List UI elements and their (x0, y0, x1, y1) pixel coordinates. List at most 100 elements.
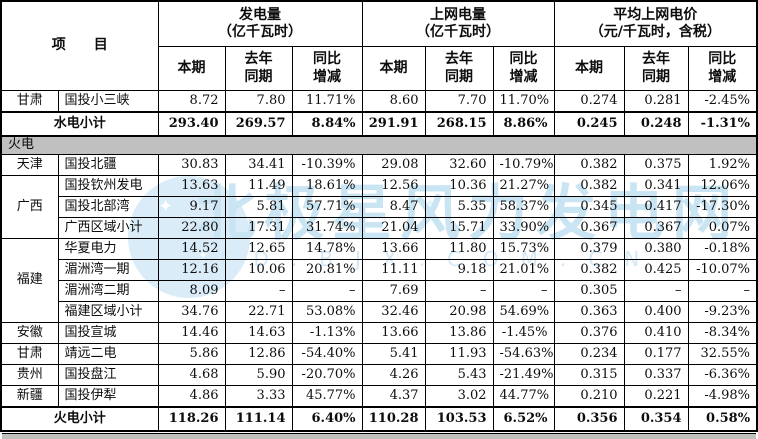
value-cell: 14.46 (157, 322, 226, 344)
value-cell: 8.09 (157, 280, 226, 302)
value-cell: -6.36% (687, 364, 758, 386)
subcol-yoy: 同比 增减 (291, 46, 363, 91)
value-cell: 0.345 (553, 196, 625, 218)
table-row: 广西区域小计 22.80 17.31 31.74% 21.04 15.71 33.90% 0.… (1, 217, 758, 239)
value-cell: 0.315 (553, 364, 625, 386)
company-cell: 湄洲湾二期 (57, 280, 159, 302)
value-cell: 7.69 (361, 280, 426, 302)
table-row: 水电小计 293.40 269.57 8.84% 291.91 268.15 8.86% 0.… (0, 111, 758, 137)
region-cell: 甘肃 (0, 90, 59, 113)
value-cell: 5.41 (361, 343, 426, 365)
value-cell: 12.16 (157, 259, 226, 281)
value-cell: 103.53 (424, 406, 494, 432)
value-cell: 5.90 (224, 364, 293, 386)
value-cell: 0.281 (623, 90, 689, 113)
value-cell: 45.77% (291, 385, 363, 408)
value-cell: 0.382 (553, 175, 625, 197)
group-subtitle: （亿千瓦时） (218, 24, 302, 40)
value-cell: 1.92% (687, 154, 758, 176)
table-row: 天津 国投北疆 30.83 34.41 -10.39% 29.08 32.60 -10.79%… (0, 154, 758, 176)
group-title: 平均上网电价 (613, 6, 698, 23)
value-cell: 12.86 (224, 343, 293, 365)
value-cell: -10.39% (291, 154, 363, 176)
value-cell: 6.52% (492, 406, 555, 432)
value-cell: 20.98 (424, 301, 494, 323)
value-cell: 0.367 (553, 217, 625, 239)
value-cell: 34.76 (157, 301, 226, 323)
group-header-ongrid-volume: 上网电量 （亿千瓦时） (361, 0, 555, 47)
value-cell: 5.35 (424, 196, 494, 218)
value-cell: 0.337 (623, 364, 689, 386)
value-cell: 293.40 (157, 111, 226, 137)
value-cell: 3.33 (224, 385, 293, 408)
value-cell: 13.86 (424, 322, 494, 344)
value-cell: 54.69% (492, 301, 555, 323)
group-title: 发电量 (239, 6, 281, 23)
subcol-current: 本期 (157, 46, 226, 91)
value-cell: 111.14 (224, 406, 293, 432)
header-row-groups: 项 目 发电量 （亿千瓦时） 上网电量 （亿千瓦时） 平均上网电价 （元/千瓦时，含税… (0, 0, 758, 91)
value-cell: 0.410 (623, 322, 689, 344)
subtotal-label: 水电小计 (0, 111, 159, 137)
value-cell: 8.72 (157, 90, 226, 113)
value-cell: 269.57 (224, 111, 293, 137)
value-cell: 15.71 (424, 217, 494, 239)
value-cell: 53.08% (291, 301, 363, 323)
value-cell: 11.49 (224, 175, 293, 197)
value-cell: -10.07% (687, 259, 758, 281)
value-cell: 8.84% (291, 111, 363, 137)
region-cell: 新疆 (0, 385, 59, 408)
value-cell: 268.15 (424, 111, 494, 137)
value-cell: 31.74% (291, 217, 363, 239)
value-cell: 14.78% (291, 238, 363, 260)
subcol-lastyear: 去年 同期 (623, 46, 689, 91)
region-cell: 甘肃 (0, 343, 59, 365)
value-cell: 44.77% (492, 385, 555, 408)
value-cell: 9.17 (157, 196, 226, 218)
value-cell: 30.83 (157, 154, 226, 176)
header-row-subcolumns: 本期 去年 同期 同比 增减 本期 去年 同期 同比 增减 本期 去年 同期 同… (1, 46, 758, 91)
table-row: 湄洲湾二期 8.09– –7.69– –0.305– – (1, 280, 758, 302)
group-subtitle: （亿千瓦时） (416, 24, 501, 40)
value-cell: 21.27% (492, 175, 555, 197)
value-cell: – (291, 280, 363, 302)
value-cell: 0.234 (553, 343, 625, 365)
next-section-row-partial (2, 433, 756, 439)
company-cell: 华夏电力 (57, 238, 159, 260)
value-cell: 8.60 (361, 90, 426, 113)
value-cell: 14.52 (157, 238, 226, 260)
value-cell: 7.80 (224, 90, 293, 113)
subcol-yoy: 同比 增减 (492, 46, 555, 91)
value-cell: 22.71 (224, 301, 293, 323)
value-cell: 4.26 (361, 364, 426, 386)
value-cell: 0.58% (687, 406, 758, 432)
value-cell: 22.80 (157, 217, 226, 239)
value-cell: 20.81% (291, 259, 363, 281)
company-cell: 国投钦州发电 (57, 175, 159, 197)
value-cell: 32.46 (361, 301, 426, 323)
table-row: 甘肃 国投小三峡 8.72 7.80 11.71% 8.60 7.70 11.70% 0.274… (0, 90, 758, 113)
value-cell: 6.40% (291, 406, 363, 432)
region-cell: 贵州 (0, 364, 59, 386)
value-cell: -54.40% (291, 343, 363, 365)
group-subtitle: （元/千瓦时，含税） (589, 24, 721, 40)
company-cell: 国投伊犁 (57, 385, 159, 408)
value-cell: 0.375 (623, 154, 689, 176)
value-cell: 11.71% (291, 90, 363, 113)
value-cell: 0.210 (553, 385, 625, 408)
value-cell: -10.79% (492, 154, 555, 176)
value-cell: 10.06 (224, 259, 293, 281)
value-cell: 0.367 (623, 217, 689, 239)
value-cell: 58.37% (492, 196, 555, 218)
value-cell: 13.63 (157, 175, 226, 197)
region-cell: 福建 (0, 238, 59, 323)
value-cell: 11.70% (492, 90, 555, 113)
company-cell: 国投小三峡 (57, 90, 159, 113)
value-cell: 8.86% (492, 111, 555, 137)
subtotal-label: 火电小计 (0, 406, 159, 432)
company-cell: 国投北疆 (57, 154, 159, 176)
value-cell: -1.31% (687, 111, 758, 137)
value-cell: 32.55% (687, 343, 758, 365)
table-row: 火电小计 118.26 111.14 6.40% 110.28 103.53 6.52% 0.… (0, 406, 758, 432)
